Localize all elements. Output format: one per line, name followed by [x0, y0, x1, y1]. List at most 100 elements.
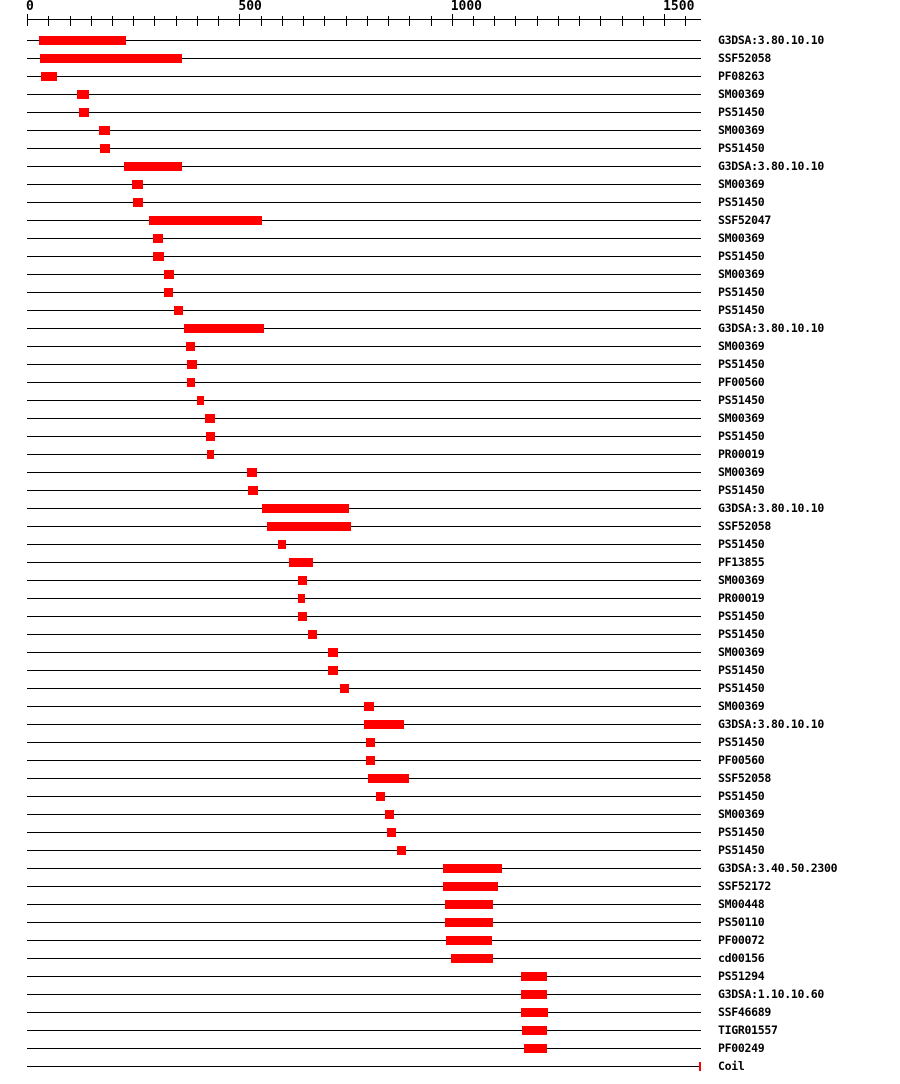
domain-label: PS51450: [718, 825, 765, 839]
domain-label: PS51450: [718, 735, 765, 749]
sequence-line: [27, 562, 701, 563]
sequence-line: [27, 40, 701, 41]
sequence-line: [27, 436, 701, 437]
domain-bar: [207, 450, 214, 459]
domain-bar: [445, 936, 493, 945]
domain-label: PF00560: [718, 375, 765, 389]
sequence-line: [27, 490, 701, 491]
domain-label: SSF52058: [718, 771, 771, 785]
sequence-line: [27, 400, 701, 401]
domain-bar: [363, 720, 405, 729]
sequence-line: [27, 670, 701, 671]
domain-bar: [184, 324, 264, 333]
sequence-line: [27, 886, 701, 887]
domain-label: PR00019: [718, 447, 765, 461]
sequence-line: [27, 652, 701, 653]
domain-label: PS51450: [718, 141, 765, 155]
axis-major-tick: [27, 14, 28, 26]
domain-label: PS51450: [718, 429, 765, 443]
sequence-line: [27, 184, 701, 185]
domain-bar: [520, 990, 548, 999]
domain-label: G3DSA:3.80.10.10: [718, 717, 824, 731]
axis-minor-tick: [557, 16, 559, 26]
axis-minor-tick: [196, 16, 198, 26]
domain-bar: [397, 846, 406, 855]
domain-bar: [153, 252, 165, 261]
domain-label: G3DSA:3.80.10.10: [718, 321, 824, 335]
domain-bar: [100, 144, 110, 153]
domain-label: SM00369: [718, 267, 765, 281]
sequence-line: [27, 112, 701, 113]
axis-minor-tick: [281, 16, 283, 26]
axis-major-tick: [451, 14, 453, 26]
sequence-line: [27, 274, 701, 275]
domain-bar: [365, 738, 375, 747]
sequence-line: [27, 580, 701, 581]
domain-label: PF13855: [718, 555, 765, 569]
domain-bar: [205, 432, 216, 441]
axis-tick-label: 0: [26, 0, 34, 14]
domain-bar: [375, 792, 385, 801]
domain-label: PS51450: [718, 357, 765, 371]
domain-bar: [124, 162, 183, 171]
axis-tick-label: 500: [238, 0, 262, 14]
domain-bar: [133, 198, 144, 207]
coil-marker: [698, 1062, 701, 1071]
sequence-line: [27, 760, 701, 761]
sequence-line: [27, 976, 701, 977]
domain-label: SM00369: [718, 573, 765, 587]
sequence-line: [27, 58, 701, 59]
domain-label: PS51450: [718, 285, 765, 299]
axis-minor-tick: [642, 16, 644, 26]
domain-bar: [40, 54, 183, 63]
domain-label: SM00369: [718, 645, 765, 659]
domain-bar: [450, 954, 494, 963]
sequence-line: [27, 328, 701, 329]
domain-bar: [152, 234, 164, 243]
axis-minor-tick: [621, 16, 623, 26]
sequence-line: [27, 292, 701, 293]
sequence-line: [27, 418, 701, 419]
sequence-line: [27, 544, 701, 545]
domain-bar: [521, 1026, 547, 1035]
domain-bar: [277, 540, 287, 549]
sequence-line: [27, 814, 701, 815]
sequence-line: [27, 382, 701, 383]
axis-major-tick: [664, 14, 666, 26]
domain-bar: [328, 648, 338, 657]
domain-bar: [164, 270, 174, 279]
sequence-line: [27, 832, 701, 833]
domain-bar: [186, 360, 197, 369]
domain-bar: [444, 918, 494, 927]
domain-bar: [205, 414, 215, 423]
sequence-line: [27, 922, 701, 923]
sequence-line: [27, 868, 701, 869]
sequence-line: [27, 472, 701, 473]
domain-label: PS50110: [718, 915, 765, 929]
axis-minor-tick: [536, 16, 538, 26]
axis-minor-tick: [345, 16, 347, 26]
sequence-line: [27, 634, 701, 635]
axis-minor-tick: [472, 16, 474, 26]
axis-minor-tick: [69, 16, 71, 26]
axis-minor-tick: [133, 16, 135, 26]
sequence-line: [27, 76, 701, 77]
domain-bar: [328, 666, 339, 675]
sequence-line: [27, 238, 701, 239]
domain-bar: [196, 396, 205, 405]
axis-minor-tick: [324, 16, 326, 26]
axis-minor-tick: [494, 16, 496, 26]
domain-label: cd00156: [718, 951, 765, 965]
sequence-line: [27, 1030, 701, 1031]
domain-label: PS51450: [718, 483, 765, 497]
sequence-line: [27, 166, 701, 167]
domain-bar: [266, 522, 352, 531]
axis-minor-tick: [409, 16, 411, 26]
domain-label: PR00019: [718, 591, 765, 605]
domain-label: G3DSA:3.80.10.10: [718, 501, 824, 515]
domain-bar: [363, 702, 374, 711]
domain-bar: [185, 342, 196, 351]
sequence-line: [27, 220, 701, 221]
domain-label: PS51450: [718, 105, 765, 119]
